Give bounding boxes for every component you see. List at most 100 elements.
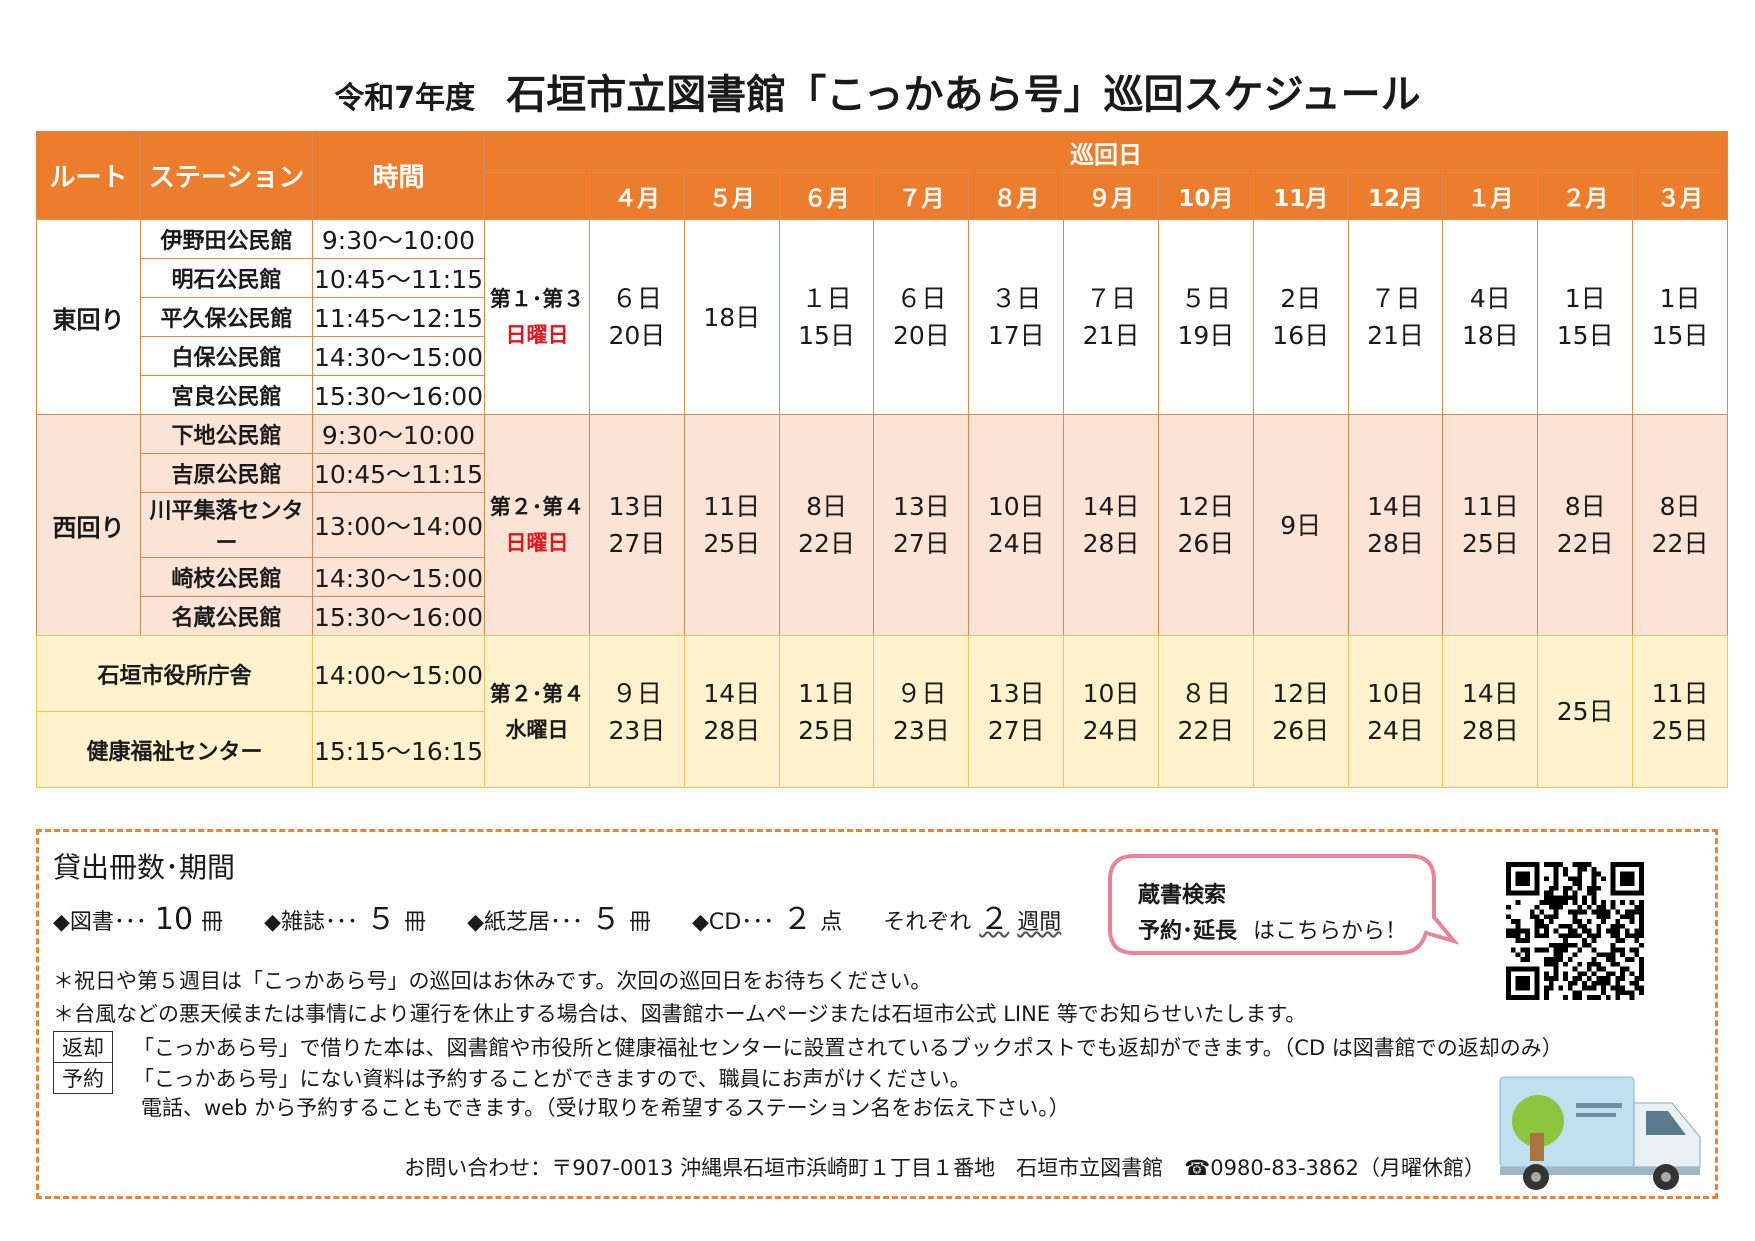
date-cell: 1日 15日 (1537, 219, 1634, 415)
date-value: 15日 (1651, 321, 1709, 350)
date-cell: 11日 25日 (778, 635, 875, 788)
date-cell: 10日 24日 (1063, 635, 1159, 788)
date-cell: 4日 18日 (1442, 219, 1539, 415)
date-value: 10日 (987, 492, 1045, 521)
month-header: ７月 (873, 172, 970, 220)
station-name: 平久保公民館 (140, 297, 313, 337)
station-name: 明石公民館 (140, 258, 313, 298)
date-value: 18日 (1461, 321, 1519, 350)
week-cell: 第１･第３ 日曜日 (484, 219, 590, 415)
schedule-title: 石垣市立図書館「こっかあら号」巡回スケジュール (506, 72, 1421, 118)
date-value: 14日 (1082, 492, 1140, 521)
station-name: 宮良公民館 (140, 375, 313, 415)
date-cell: 11日 25日 (1442, 414, 1539, 636)
date-cell: 2日 16日 (1252, 219, 1349, 415)
week-day: 日曜日 (505, 323, 569, 347)
note-weather: ＊台風などの悪天候または事情により運行を休止する場合は、図書館ホームページまたは… (53, 1002, 1307, 1026)
month-header: ８月 (968, 172, 1065, 220)
loan-kamishibai: ◆紙芝居･･･ ５ 冊 (467, 902, 651, 937)
station-row: 明石公民館 10:45～11:15 (37, 258, 1728, 298)
contact-info: お問い合わせ：〒907-0013 沖縄県石垣市浜崎町１丁目１番地 石垣市立図書館… (404, 1156, 1485, 1180)
date-value: ５日 (1180, 284, 1231, 313)
note-reserve: 予約 「こっかあら号」にない資料は予約することができますので、職員にお声がけくださ… (53, 1062, 971, 1094)
search-bubble: 蔵書検索 予約･延長 はこちらから！ (1104, 853, 1460, 963)
date-cell: ５日 19日 (1157, 219, 1254, 415)
station-row: 崎枝公民館 14:30～15:00 (37, 557, 1728, 597)
date-value: ７日 (1086, 284, 1137, 313)
date-value: １日 (801, 284, 852, 313)
station-time: 15:30～16:00 (312, 596, 485, 636)
reserve-tag: 予約 (53, 1062, 113, 1094)
loan-books: ◆図書･･･ 10 冊 (53, 902, 224, 937)
month-header: 12月 (1347, 172, 1444, 220)
date-value: 11日 (703, 492, 761, 521)
station-time: 15:30～16:00 (312, 375, 485, 415)
date-cell: 10日 24日 (968, 414, 1065, 636)
note-holiday: ＊祝日や第５週目は「こっかあら号」の巡回はお休みです。次回の巡回日をお待ちくださ… (53, 969, 932, 993)
header-time: 時間 (312, 131, 485, 220)
header-week-blank (484, 172, 590, 220)
station-time: 14:30～15:00 (312, 557, 485, 597)
station-time: 10:45～11:15 (312, 258, 485, 298)
date-cell: ７日 21日 (1347, 219, 1444, 415)
info-panel: 貸出冊数･期間 ◆図書･･･ 10 冊 ◆雑誌･･･ ５ 冊 ◆紙芝居･･･ ５ 冊 ◆CD… (36, 829, 1718, 1199)
month-header: １月 (1442, 172, 1539, 220)
date-value: 18日 (703, 302, 761, 332)
bubble-line2: 予約･延長 はこちらから！ (1138, 919, 1408, 944)
route-schedule-table: ルート ステーション 時間 巡回日 ４月 ５月 ６月 ７月 ８月 ９月 10月 11月 12月 １… (36, 131, 1728, 636)
date-cell: 10日 24日 (1347, 635, 1444, 788)
date-value: 1日 (1564, 284, 1606, 313)
route-cell: 東回り (36, 219, 141, 415)
date-cell: ９日 23日 (589, 635, 685, 788)
date-cell: 13日 27日 (589, 414, 685, 636)
date-value: 22日 (1177, 715, 1235, 745)
city-schedule-table: 石垣市役所庁舎 14:00～15:00 第２･第４ 水曜日 ９日 23日 14日 28日 11日… (36, 635, 1728, 788)
station-row: 東回り 伊野田公民館 9:30～10:00 第１･第３ 日曜日 ６日 20日 18日 １日 15日… (36, 219, 1728, 415)
date-value: 12日 (1272, 678, 1330, 708)
date-cell: 18日 (683, 219, 780, 415)
date-value: 19日 (1177, 321, 1235, 350)
date-value: 15日 (1556, 321, 1614, 350)
loan-magazines: ◆雑誌･･･ ５ 冊 (264, 902, 427, 937)
month-header: ６月 (778, 172, 875, 220)
fiscal-year: 令和7年度 (334, 81, 476, 116)
date-value: 14日 (1367, 492, 1424, 521)
qr-code[interactable] (1506, 862, 1644, 1000)
date-cell: ６日 20日 (589, 219, 685, 415)
date-value: 16日 (1272, 321, 1330, 350)
station-time: 9:30～10:00 (312, 414, 485, 454)
date-cell: 1日 15日 (1632, 219, 1728, 415)
date-value: 24日 (987, 529, 1045, 558)
station-name: 崎枝公民館 (140, 557, 313, 597)
station-name: 川平集落センター (140, 492, 313, 558)
date-value: 20日 (608, 321, 666, 350)
date-value: 24日 (1367, 715, 1424, 745)
date-cell: ６日 20日 (873, 219, 970, 415)
date-value: 14日 (703, 678, 761, 708)
date-value: 25日 (1461, 529, 1519, 558)
week-day: 水曜日 (505, 717, 569, 742)
date-value: 8日 (1564, 492, 1606, 521)
week-ordinal: 第２･第４ (489, 495, 585, 519)
date-cell: ７日 21日 (1063, 219, 1159, 415)
date-cell: ８日 22日 (1157, 635, 1254, 788)
date-cell: 13日 27日 (873, 414, 970, 636)
date-value: 25日 (1556, 697, 1614, 726)
date-value: ８日 (1180, 678, 1231, 708)
date-value: 11日 (798, 678, 855, 708)
date-cell: 11日 25日 (1632, 635, 1728, 788)
date-value: 24日 (1082, 715, 1140, 745)
date-value: 28日 (1367, 529, 1424, 558)
station-time: 9:30～10:00 (312, 219, 485, 259)
station-row: 名蔵公民館 15:30～16:00 (37, 596, 1728, 636)
header-junkai: 巡回日 (484, 131, 1728, 173)
date-value: 13日 (987, 678, 1045, 708)
date-value: 11日 (1461, 492, 1519, 521)
date-cell: ３日 17日 (968, 219, 1065, 415)
month-header: ４月 (589, 172, 685, 220)
date-value: 12日 (1177, 492, 1235, 521)
date-value: 17日 (987, 321, 1045, 350)
date-value: ６日 (896, 284, 947, 313)
date-cell: 11日 25日 (683, 414, 780, 636)
date-cell: 14日 28日 (1442, 635, 1539, 788)
